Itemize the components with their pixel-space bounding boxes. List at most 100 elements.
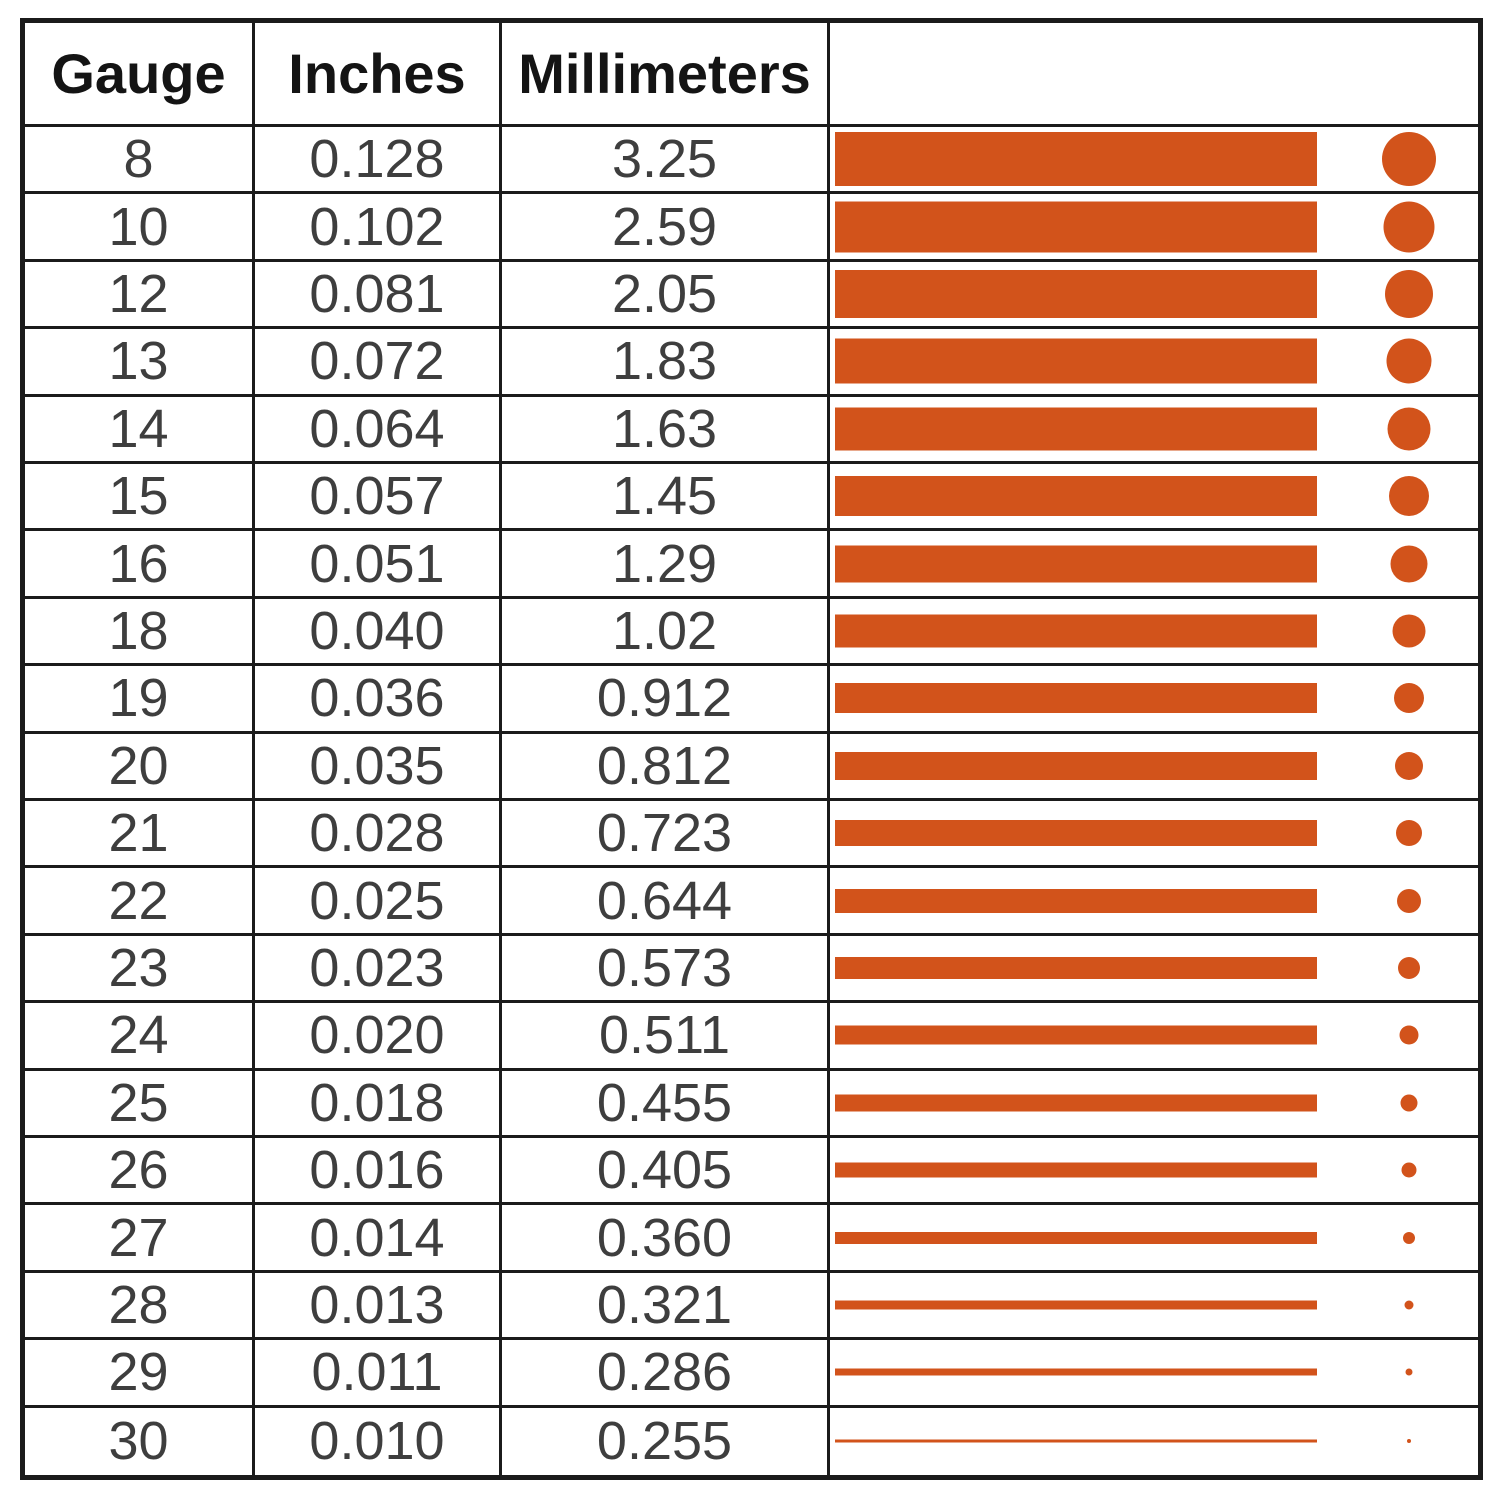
inches-cell: 0.064: [255, 396, 502, 464]
visual-cell: [830, 666, 1478, 734]
millimeters-cell: 2.59: [502, 194, 830, 262]
inches-cell: 0.013: [255, 1272, 502, 1341]
wire-diameter-dot: [1387, 407, 1431, 451]
wire-thickness-bar: [835, 1162, 1317, 1178]
wire-thickness-bar: [835, 888, 1317, 913]
inches-cell: 0.023: [255, 935, 502, 1004]
wire-diameter-dot: [1382, 132, 1436, 187]
wire-diameter-dot: [1389, 476, 1429, 517]
gauge-cell: 24: [25, 1003, 255, 1071]
wire-thickness-bar: [835, 269, 1317, 318]
visual-cell: [830, 734, 1478, 801]
inches-cell: 0.014: [255, 1205, 502, 1273]
visual-cell: [830, 1273, 1478, 1341]
millimeters-cell: 2.05: [502, 261, 830, 330]
millimeters-cell: 0.286: [502, 1340, 830, 1408]
wire-thickness-bar: [835, 751, 1317, 780]
gauge-cell: 12: [25, 261, 255, 330]
wire-thickness-bar: [835, 545, 1317, 583]
millimeters-cell: 0.912: [502, 666, 830, 734]
visual-cell: [830, 1003, 1478, 1071]
millimeters-cell: 1.45: [502, 464, 830, 532]
millimeters-cell: 0.511: [502, 1003, 830, 1071]
wire-thickness-bar: [835, 614, 1317, 648]
wire-diameter-dot: [1385, 269, 1433, 318]
wire-thickness-bar: [835, 407, 1317, 451]
inches-cell: 0.128: [255, 127, 502, 195]
gauge-cell: 23: [25, 935, 255, 1004]
visual-cell: [830, 936, 1478, 1004]
wire-thickness-bar: [835, 956, 1317, 979]
wire-thickness-bar: [835, 1094, 1317, 1112]
column-header-gauge: Gauge: [25, 23, 255, 127]
wire-thickness-bar: [835, 1368, 1317, 1376]
wire-thickness-bar: [835, 1300, 1317, 1310]
visual-cell: [830, 599, 1478, 667]
visual-cell: [830, 127, 1478, 195]
wire-thickness-bar: [835, 1025, 1317, 1045]
wire-diameter-dot: [1400, 1094, 1418, 1112]
millimeters-cell: 0.723: [502, 801, 830, 869]
column-header-visual: [830, 23, 1478, 127]
millimeters-cell: 1.83: [502, 329, 830, 397]
wire-diameter-dot: [1399, 1025, 1419, 1045]
millimeters-cell: 1.63: [502, 396, 830, 464]
millimeters-cell: 0.321: [502, 1272, 830, 1341]
wire-thickness-bar: [835, 1231, 1317, 1244]
wire-gauge-table: Gauge Inches Millimeters 8 0.128 3.25 10 0.1…: [20, 18, 1483, 1480]
visual-cell: [830, 397, 1478, 464]
millimeters-cell: 1.29: [502, 531, 830, 599]
visual-cell: [830, 464, 1478, 532]
inches-cell: 0.035: [255, 733, 502, 801]
wire-diameter-dot: [1396, 820, 1422, 847]
gauge-cell: 10: [25, 194, 255, 262]
inches-cell: 0.040: [255, 598, 502, 667]
inches-cell: 0.010: [255, 1407, 502, 1475]
wire-thickness-bar: [835, 683, 1317, 714]
wire-thickness-bar: [835, 1439, 1317, 1443]
visual-cell: [830, 1340, 1478, 1408]
inches-cell: 0.025: [255, 868, 502, 936]
millimeters-cell: 0.573: [502, 935, 830, 1004]
wire-thickness-bar: [835, 201, 1317, 253]
gauge-cell: 29: [25, 1340, 255, 1408]
millimeters-cell: 0.455: [502, 1070, 830, 1138]
gauge-cell: 28: [25, 1272, 255, 1341]
gauge-cell: 27: [25, 1205, 255, 1273]
wire-diameter-dot: [1392, 614, 1426, 648]
inches-cell: 0.057: [255, 464, 502, 532]
visual-cell: [830, 1071, 1478, 1138]
gauge-cell: 14: [25, 396, 255, 464]
inches-cell: 0.081: [255, 261, 502, 330]
wire-diameter-dot: [1398, 956, 1420, 979]
gauge-cell: 8: [25, 127, 255, 195]
wire-diameter-dot: [1395, 751, 1423, 780]
wire-thickness-bar: [835, 338, 1317, 384]
millimeters-cell: 0.255: [502, 1407, 830, 1475]
wire-diameter-dot: [1383, 201, 1435, 253]
inches-cell: 0.016: [255, 1138, 502, 1206]
wire-diameter-dot: [1397, 888, 1421, 913]
gauge-cell: 16: [25, 531, 255, 599]
wire-diameter-dot: [1405, 1368, 1413, 1376]
visual-cell: [830, 868, 1478, 936]
visual-cell: [830, 1138, 1478, 1206]
wire-thickness-bar: [835, 820, 1317, 847]
visual-cell: [830, 1408, 1478, 1475]
gauge-cell: 18: [25, 598, 255, 667]
millimeters-cell: 0.812: [502, 733, 830, 801]
gauge-cell: 30: [25, 1407, 255, 1475]
millimeters-cell: 3.25: [502, 127, 830, 195]
inches-cell: 0.020: [255, 1003, 502, 1071]
gauge-cell: 22: [25, 868, 255, 936]
wire-thickness-bar: [835, 476, 1317, 517]
wire-diameter-dot: [1403, 1231, 1415, 1244]
column-header-millimeters: Millimeters: [502, 23, 830, 127]
wire-thickness-bar: [835, 132, 1317, 187]
visual-cell: [830, 1205, 1478, 1273]
wire-diameter-dot: [1401, 1162, 1417, 1178]
column-header-inches: Inches: [255, 23, 502, 127]
visual-cell: [830, 329, 1478, 397]
wire-diameter-dot: [1390, 545, 1428, 583]
visual-cell: [830, 531, 1478, 599]
